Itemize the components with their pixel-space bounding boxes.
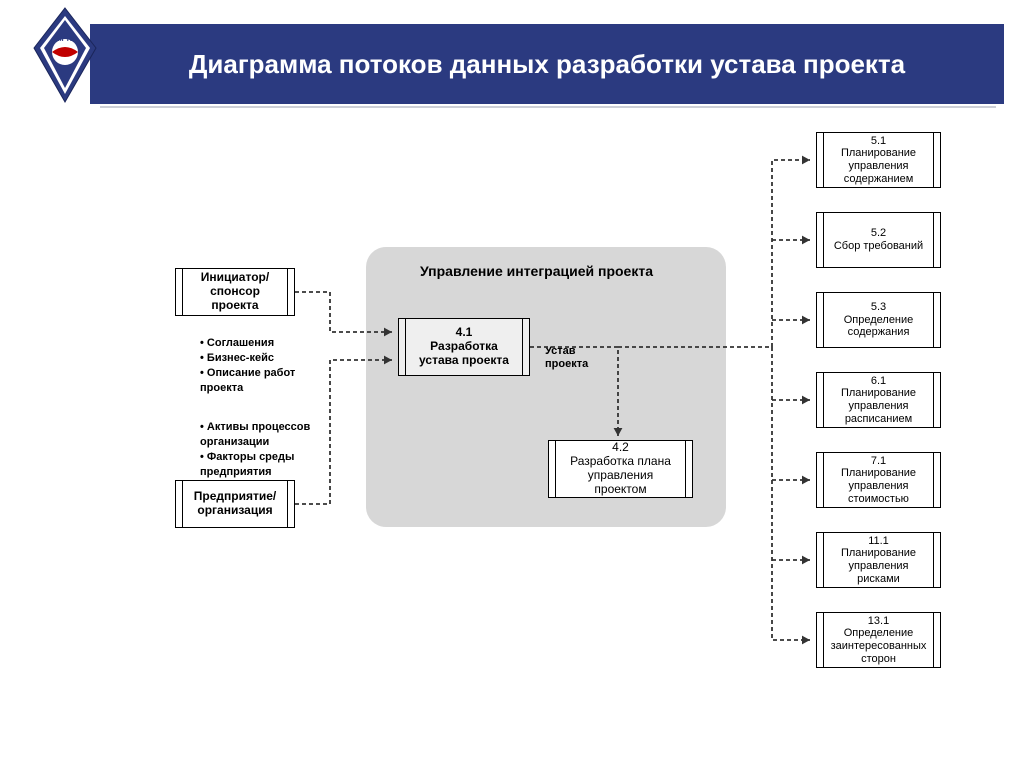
node-right-13-1: 13.1Определение заинтересованных сторон — [816, 612, 941, 668]
node-number: 5.2 — [871, 227, 886, 240]
node-number: 11.1 — [868, 535, 889, 548]
node-label: Планирование управления рисками — [831, 547, 926, 585]
node-label: Сбор требований — [834, 240, 923, 253]
node-number: 7.1 — [871, 455, 886, 468]
page-header: Диаграмма потоков данных разработки уста… — [90, 24, 1004, 104]
node-right-5-3: 5.3Определение содержания — [816, 292, 941, 348]
integration-title: Управление интеграцией проекта — [420, 263, 653, 279]
node-number: 5.1 — [871, 135, 886, 148]
node-label: Определение заинтересованных сторон — [831, 627, 927, 665]
node-right-6-1: 6.1Планирование управления расписанием — [816, 372, 941, 428]
bullet-item: Активы процессов организации — [200, 420, 350, 450]
header-underline — [100, 106, 996, 108]
inputs-enterprise-list: Активы процессов организацииФакторы сред… — [200, 420, 350, 479]
inputs-initiator-list: СоглашенияБизнес-кейсОписание работ прое… — [200, 336, 340, 395]
node-right-5-1: 5.1Планирование управления содержанием — [816, 132, 941, 188]
node-label: Инициатор/спонсор проекта — [190, 271, 280, 312]
node-number: 13.1 — [868, 615, 889, 628]
node-label: Планирование управления расписанием — [831, 387, 926, 425]
node-number: 5.3 — [871, 301, 886, 314]
node-right-5-2: 5.2Сбор требований — [816, 212, 941, 268]
bullet-item: Факторы среды предприятия — [200, 450, 350, 480]
bullet-item: Бизнес-кейс — [200, 351, 340, 366]
node-label: Планирование управления стоимостью — [831, 467, 926, 505]
node-initiator: Инициатор/спонсор проекта — [175, 268, 295, 316]
node-label: Определение содержания — [831, 314, 926, 339]
node-4-2: 4.2 Разработка плана управления проектом — [548, 440, 693, 498]
node-right-7-1: 7.1Планирование управления стоимостью — [816, 452, 941, 508]
bullet-item: Описание работ проекта — [200, 366, 340, 396]
node-enterprise: Предприятие/организация — [175, 480, 295, 528]
node-4-1: 4.1 Разработка устава проекта — [398, 318, 530, 376]
edge-label-ustav: Уставпроекта — [545, 345, 588, 371]
node-label: Разработка плана управления проектом — [563, 455, 678, 496]
node-number: 6.1 — [871, 375, 886, 388]
node-number: 4.2 — [612, 441, 629, 455]
node-label: Предприятие/организация — [194, 490, 276, 518]
node-right-11-1: 11.1Планирование управления рисками — [816, 532, 941, 588]
page-title: Диаграмма потоков данных разработки уста… — [189, 48, 905, 81]
university-logo-icon: МГТУ — [30, 6, 100, 106]
svg-text:МГТУ: МГТУ — [56, 36, 75, 43]
node-label: Планирование управления содержанием — [831, 147, 926, 185]
node-number: 4.1 — [456, 326, 473, 340]
bullet-item: Соглашения — [200, 336, 340, 351]
node-label: Разработка устава проекта — [413, 340, 515, 368]
